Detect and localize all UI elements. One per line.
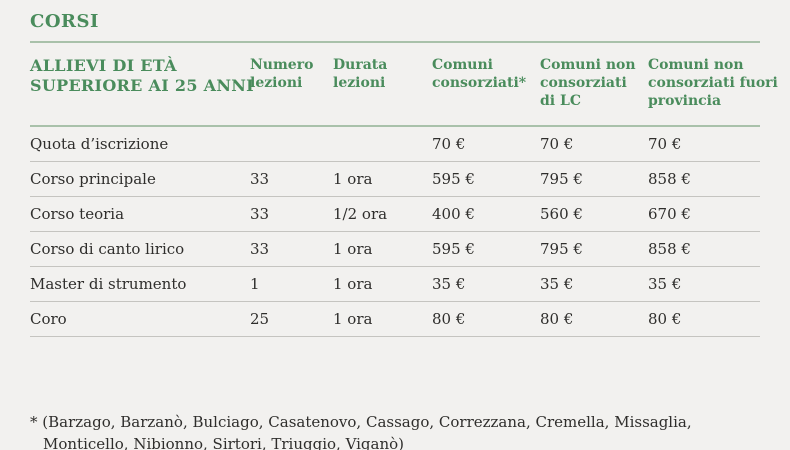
column-header-numero-lezioni: Numero lezioni xyxy=(250,42,333,128)
row-label: Corso di canto lirico xyxy=(30,231,250,267)
column-header-text: di LC xyxy=(540,93,581,110)
header-row: ALLIEVI DI ETÀ SUPERIORE AI 25 ANNI Nume… xyxy=(30,42,778,128)
cell-consorziati: 400 € xyxy=(432,196,540,232)
cell-fuori-provincia: 70 € xyxy=(648,126,760,162)
row-label: Quota d’iscrizione xyxy=(30,126,250,162)
column-header-text: consorziati xyxy=(540,74,627,91)
group-header-line1: ALLIEVI DI ETÀ xyxy=(30,55,177,75)
cell-durata: 1/2 ora xyxy=(333,196,432,232)
cell-numero xyxy=(250,126,333,162)
column-header-durata-lezioni: Durata lezioni xyxy=(333,42,432,128)
cell-numero: 33 xyxy=(250,161,333,197)
column-header-text: consorziati* xyxy=(432,74,527,91)
cell-fuori-provincia: 858 € xyxy=(648,231,760,267)
cell-numero: 1 xyxy=(250,266,333,302)
cell-consorziati: 595 € xyxy=(432,161,540,197)
cell-fuori-provincia: 858 € xyxy=(648,161,760,197)
column-header-text: provincia xyxy=(648,93,722,110)
row-label: Coro xyxy=(30,301,250,337)
course-fees-table: ALLIEVI DI ETÀ SUPERIORE AI 25 ANNI Nume… xyxy=(30,42,778,337)
cell-fuori-provincia: 670 € xyxy=(648,196,760,232)
cell-consorziati: 35 € xyxy=(432,266,540,302)
cell-non-consorziati-lc: 35 € xyxy=(540,266,648,302)
row-label: Corso principale xyxy=(30,161,250,197)
cell-durata: 1 ora xyxy=(333,301,432,337)
column-header-text: lezioni xyxy=(333,74,386,91)
footnote-line1: * (Barzago, Barzanò, Bulciago, Casatenov… xyxy=(30,412,692,431)
title-divider xyxy=(30,40,760,43)
column-header-text: lezioni xyxy=(250,74,303,91)
cell-numero: 33 xyxy=(250,196,333,232)
cell-non-consorziati-lc: 560 € xyxy=(540,196,648,232)
row-label: Master di strumento xyxy=(30,266,250,302)
cell-non-consorziati-lc: 70 € xyxy=(540,126,648,162)
cell-non-consorziati-lc: 80 € xyxy=(540,301,648,337)
column-header-text: Durata xyxy=(333,56,388,73)
column-header-text: Numero xyxy=(250,56,314,73)
page-title: CORSI xyxy=(30,11,99,32)
cell-durata: 1 ora xyxy=(333,231,432,267)
consortium-municipalities-footnote: * (Barzago, Barzanò, Bulciago, Casatenov… xyxy=(30,411,760,450)
column-header-comuni-non-consorziati-lc: Comuni non consorziati di LC xyxy=(540,42,648,128)
cell-consorziati: 70 € xyxy=(432,126,540,162)
column-header-text: consorziati fuori xyxy=(648,74,778,91)
column-header-comuni-non-consorziati-fuori-provincia: Comuni non consorziati fuori provincia xyxy=(648,42,778,128)
cell-durata: 1 ora xyxy=(333,266,432,302)
cell-numero: 33 xyxy=(250,231,333,267)
table-row-corso-principale: Corso principale 33 1 ora 595 € 795 € 85… xyxy=(30,161,760,197)
group-header-allievi-over-25: ALLIEVI DI ETÀ SUPERIORE AI 25 ANNI xyxy=(30,42,254,128)
table-row-master-di-strumento: Master di strumento 1 1 ora 35 € 35 € 35… xyxy=(30,266,760,302)
cell-numero: 25 xyxy=(250,301,333,337)
table-body: Quota d’iscrizione 70 € 70 € 70 € Corso … xyxy=(30,126,760,337)
footnote-line2: Monticello, Nibionno, Sirtori, Triuggio,… xyxy=(43,434,405,450)
column-header-text: Comuni non xyxy=(648,56,744,73)
row-label: Corso teoria xyxy=(30,196,250,232)
cell-non-consorziati-lc: 795 € xyxy=(540,231,648,267)
cell-fuori-provincia: 35 € xyxy=(648,266,760,302)
cell-non-consorziati-lc: 795 € xyxy=(540,161,648,197)
table-row-corso-teoria: Corso teoria 33 1/2 ora 400 € 560 € 670 … xyxy=(30,196,760,232)
table-row-corso-canto-lirico: Corso di canto lirico 33 1 ora 595 € 795… xyxy=(30,231,760,267)
table-header: ALLIEVI DI ETÀ SUPERIORE AI 25 ANNI Nume… xyxy=(30,42,778,128)
table-row-coro: Coro 25 1 ora 80 € 80 € 80 € xyxy=(30,301,760,337)
group-header-line2: SUPERIORE AI 25 ANNI xyxy=(30,75,254,95)
cell-consorziati: 595 € xyxy=(432,231,540,267)
table-row-quota-iscrizione: Quota d’iscrizione 70 € 70 € 70 € xyxy=(30,126,760,162)
cell-durata xyxy=(333,126,432,162)
cell-durata: 1 ora xyxy=(333,161,432,197)
column-header-text: Comuni xyxy=(432,56,493,73)
column-header-text: Comuni non xyxy=(540,56,636,73)
cell-fuori-provincia: 80 € xyxy=(648,301,760,337)
cell-consorziati: 80 € xyxy=(432,301,540,337)
column-header-comuni-consorziati: Comuni consorziati* xyxy=(432,42,540,128)
